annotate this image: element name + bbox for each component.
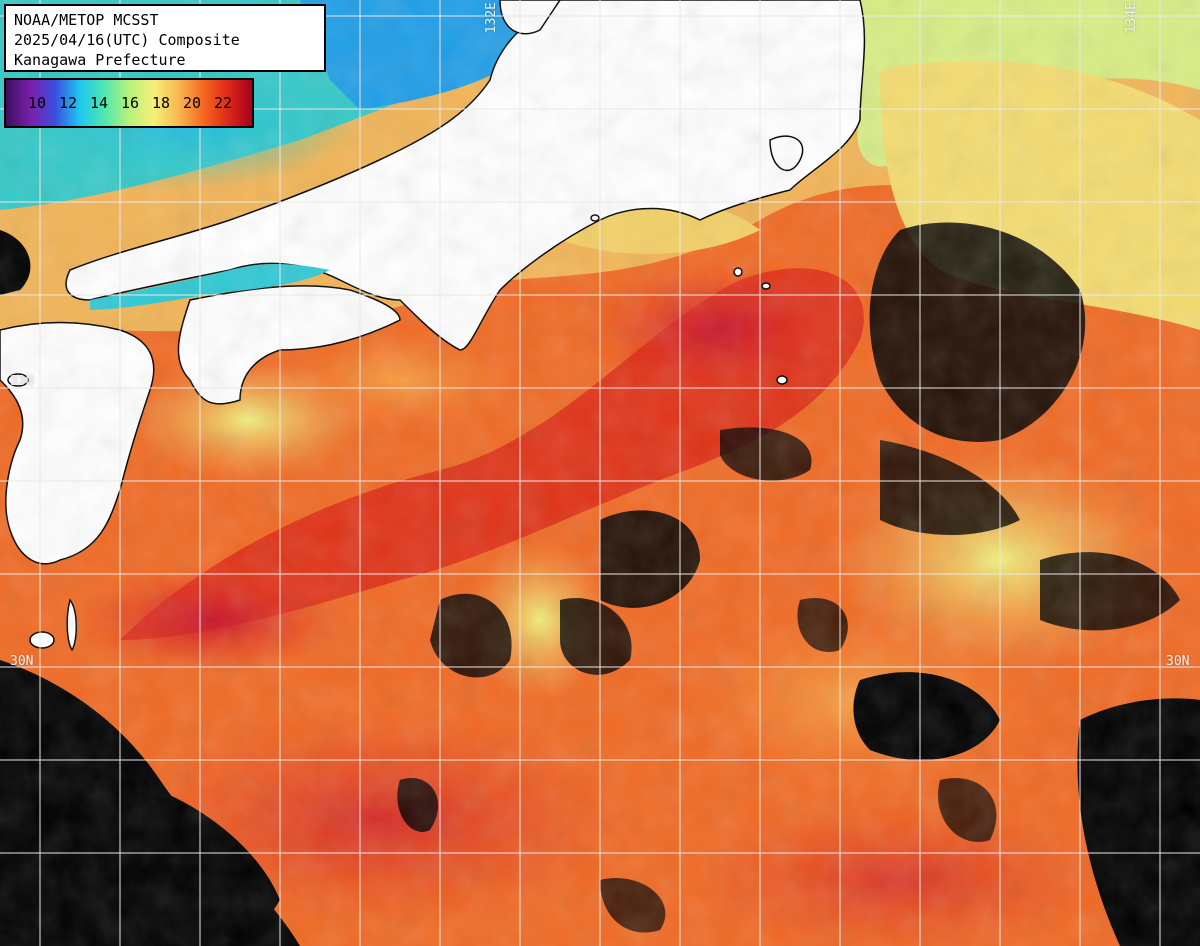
scale-label-18: 18 — [152, 94, 171, 112]
scale-label-14: 14 — [90, 94, 109, 112]
scale-label-16: 16 — [121, 94, 140, 112]
lat-label-33n: 33N — [10, 374, 34, 389]
lon-label-132e: 132E — [484, 2, 499, 34]
title-line-2: 2025/04/16(UTC) Composite — [14, 31, 240, 49]
color-scale-legend: 10 12 14 16 18 20 22 — [4, 78, 254, 128]
lat-label-30n-east: 30N — [1166, 654, 1190, 669]
title-line-3: Kanagawa Prefecture — [14, 51, 186, 69]
title-line-1: NOAA/METOP MCSST — [14, 11, 159, 29]
color-scale-bar — [6, 80, 252, 126]
scale-label-12: 12 — [59, 94, 78, 112]
color-scale-labels: 10 12 14 16 18 20 22 — [28, 94, 245, 112]
lon-label-134e: 134E — [1124, 2, 1139, 34]
lat-label-30n-west: 30N — [10, 654, 34, 669]
scale-label-10: 10 — [28, 94, 47, 112]
scale-label-20: 20 — [183, 94, 202, 112]
title-box: NOAA/METOP MCSST 2025/04/16(UTC) Composi… — [4, 4, 326, 72]
scale-label-22: 22 — [214, 94, 233, 112]
